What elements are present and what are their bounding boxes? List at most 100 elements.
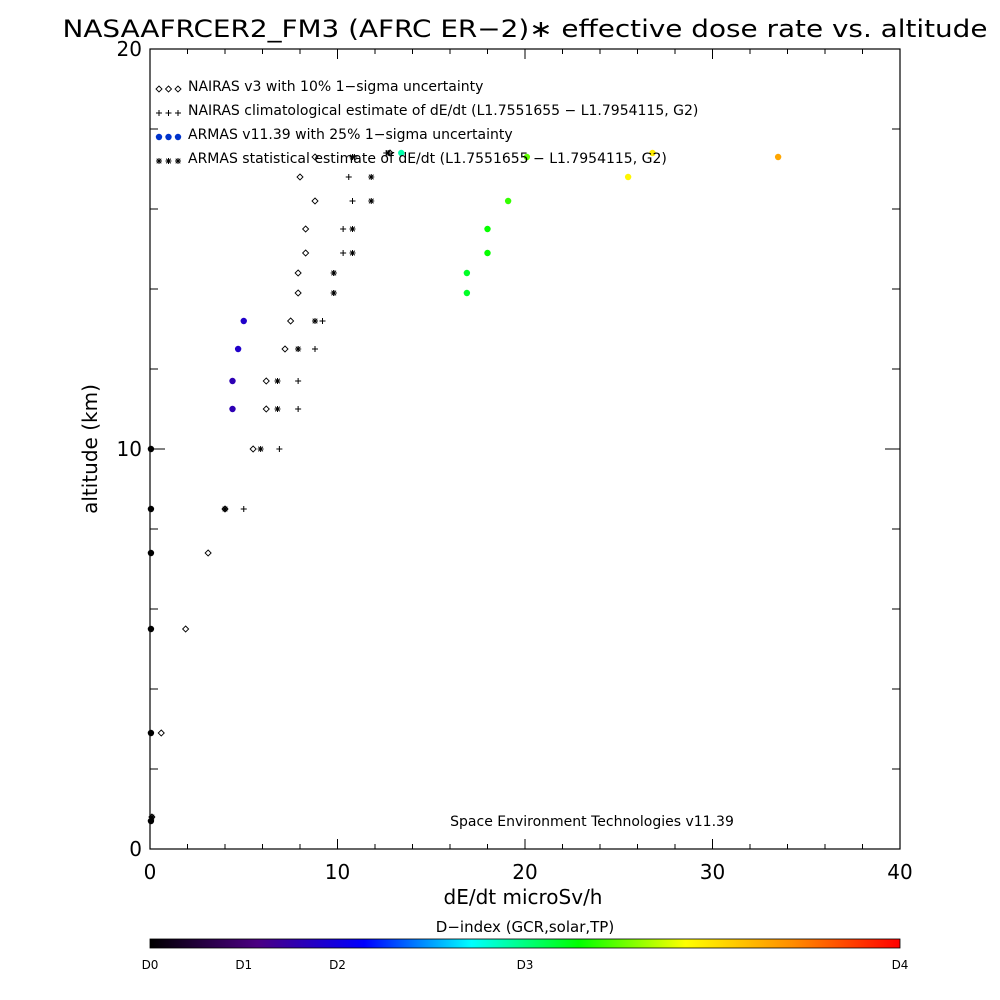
legend-item: ARMAS statistical estimate of dE/dt (L1.… xyxy=(156,151,667,167)
legend-symbol xyxy=(156,110,162,116)
data-point-diamond xyxy=(157,729,165,737)
legend-symbol xyxy=(175,110,181,116)
data-point-asterisk xyxy=(222,506,228,512)
data-point-diamond xyxy=(301,225,310,233)
colorbar-title: D−index (GCR,solar,TP) xyxy=(436,918,614,936)
legend-symbol xyxy=(174,133,182,141)
data-point-plus xyxy=(349,198,356,204)
data-point-asterisk xyxy=(349,154,356,160)
chart-title: NASAAFRCER2_FM3 (AFRC ER−2)∗ effective d… xyxy=(63,15,988,43)
legend-symbol xyxy=(155,133,163,141)
data-point-plus xyxy=(295,378,302,384)
data-point-diamond xyxy=(311,197,319,205)
data-point-dot xyxy=(624,173,632,181)
data-point-plus xyxy=(276,446,283,452)
data-point-asterisk xyxy=(330,270,337,276)
colorbar xyxy=(149,938,901,949)
data-point-asterisk xyxy=(274,378,281,384)
data-point-asterisk xyxy=(312,318,318,324)
colorbar-label: D3 xyxy=(517,958,534,972)
data-point-diamond xyxy=(294,289,302,297)
legend-item: NAIRAS v3 with 10% 1−sigma uncertainty xyxy=(155,79,483,95)
series-asterisk xyxy=(148,150,392,820)
colorbar-label: D2 xyxy=(329,958,346,972)
data-point-diamond xyxy=(281,345,289,353)
x-tick-label: 40 xyxy=(887,860,912,884)
x-tick-label: 30 xyxy=(700,860,725,884)
data-point-dot xyxy=(147,625,155,633)
axis-tick-labels: 0 10 20 30 40 0 10 20 xyxy=(117,37,913,884)
legend-symbol xyxy=(155,85,163,93)
x-tick-label: 10 xyxy=(325,860,350,884)
data-point-plus xyxy=(312,346,318,352)
legend-item: NAIRAS climatological estimate of dE/dt … xyxy=(156,103,698,119)
legend-symbol xyxy=(175,158,181,164)
data-point-dot xyxy=(240,317,247,325)
data-point-dot xyxy=(504,197,512,205)
data-point-dot xyxy=(649,149,656,157)
data-point-dot xyxy=(234,345,242,353)
data-point-dot xyxy=(463,289,471,297)
x-axis-label: dE/dt microSv/h xyxy=(444,885,603,909)
data-point-dot xyxy=(147,549,155,557)
x-tick-label: 0 xyxy=(144,860,157,884)
data-point-plus xyxy=(345,174,352,180)
axis-ticks xyxy=(149,48,901,850)
legend-label: NAIRAS climatological estimate of dE/dt … xyxy=(188,103,698,119)
data-point-asterisk xyxy=(368,198,375,204)
colorbar-labels: D0 D1 D2 D3 D4 xyxy=(142,958,909,972)
legend-symbol xyxy=(156,158,162,164)
data-point-dot xyxy=(147,817,155,825)
series-diamond xyxy=(148,149,394,821)
credit-text: Space Environment Technologies v11.39 xyxy=(450,814,734,830)
y-axis-label: altitude (km) xyxy=(78,384,102,514)
data-point-dot xyxy=(229,405,236,413)
data-point-dot xyxy=(774,153,782,161)
data-point-dot xyxy=(523,153,531,161)
data-point-diamond xyxy=(296,173,304,181)
data-point-asterisk xyxy=(349,250,356,256)
data-marks xyxy=(147,149,782,825)
data-point-plus xyxy=(319,318,326,324)
legend: NAIRAS v3 with 10% 1−sigma uncertainty NA… xyxy=(155,79,698,167)
y-tick-label: 20 xyxy=(117,37,142,61)
data-point-dot xyxy=(463,269,471,277)
legend-symbol xyxy=(165,158,172,164)
data-point-asterisk xyxy=(330,290,337,296)
data-point-dot xyxy=(147,445,155,453)
data-point-diamond xyxy=(204,549,212,557)
data-point-asterisk xyxy=(274,406,281,412)
colorbar-label: D1 xyxy=(235,958,252,972)
x-tick-label: 20 xyxy=(512,860,537,884)
data-point-asterisk xyxy=(368,174,375,180)
data-point-plus xyxy=(340,226,347,232)
data-point-diamond xyxy=(262,405,270,413)
colorbar-label: D4 xyxy=(892,958,909,972)
data-point-plus xyxy=(240,506,247,512)
data-point-diamond xyxy=(294,269,302,277)
data-point-asterisk xyxy=(349,226,356,232)
data-point-dot xyxy=(398,149,405,157)
data-point-plus xyxy=(295,406,302,412)
legend-symbol xyxy=(165,133,172,141)
data-point-diamond xyxy=(301,249,310,257)
legend-symbol xyxy=(165,110,172,116)
colorbar-label: D0 xyxy=(142,958,159,972)
data-point-asterisk xyxy=(385,150,392,156)
y-tick-label: 10 xyxy=(117,437,142,461)
data-point-dot xyxy=(484,249,491,257)
data-point-dot xyxy=(484,225,491,233)
data-point-diamond xyxy=(249,445,257,453)
legend-symbol xyxy=(174,85,182,93)
legend-label: ARMAS v11.39 with 25% 1−sigma uncertaint… xyxy=(188,127,513,143)
legend-label: ARMAS statistical estimate of dE/dt (L1.… xyxy=(188,151,667,167)
data-point-asterisk xyxy=(148,814,155,820)
data-point-diamond xyxy=(311,153,319,161)
legend-symbol xyxy=(164,85,173,93)
data-point-diamond xyxy=(181,625,190,633)
y-tick-label: 0 xyxy=(129,837,142,861)
data-point-diamond xyxy=(286,317,295,325)
data-point-dot xyxy=(229,377,236,385)
legend-label: NAIRAS v3 with 10% 1−sigma uncertainty xyxy=(188,79,483,95)
